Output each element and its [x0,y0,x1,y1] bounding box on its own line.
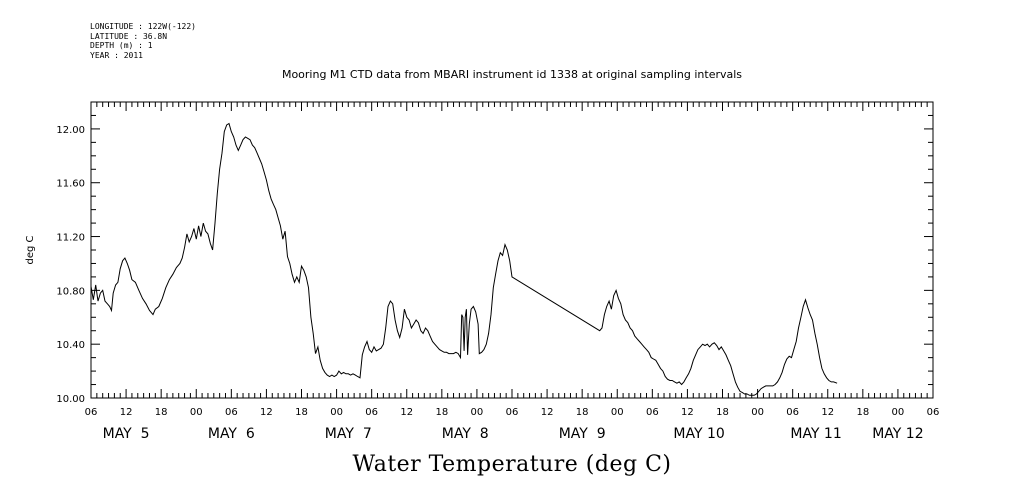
x-hour-label: 00 [471,407,484,418]
x-hour-label: 12 [541,407,554,418]
x-hour-label: 06 [927,407,940,418]
x-hour-label: 06 [225,407,238,418]
temperature-series-line [90,122,838,396]
x-hour-label: 18 [576,407,589,418]
year-label: YEAR : 2011 [90,50,143,60]
x-hour-label: 06 [365,407,378,418]
x-hour-label: 18 [155,407,168,418]
temperature-chart: 10.00 10.40 10.80 11.20 11.60 12.00 06 12 18 00 06… [25,101,940,442]
x-hour-label: 06 [85,407,98,418]
y-axis-label: deg C [25,235,36,264]
x-day-label: MAY 9 [559,426,606,442]
y-tick-label: 11.20 [56,233,85,244]
chart-title: Mooring M1 CTD data from MBARI instrumen… [281,68,743,81]
y-tick-label: 12.00 [56,125,85,136]
x-hour-label: 00 [611,407,624,418]
x-day-label: MAY 12 [872,426,923,442]
x-day-label: MAY 10 [673,426,724,442]
x-day-label: MAY 5 [103,426,150,442]
x-hour-label: 06 [506,407,519,418]
x-hour-label: 18 [435,407,448,418]
longitude-label: LONGITUDE : 122W(-122) [90,22,196,31]
x-hour-label: 12 [821,407,834,418]
y-tick-label: 11.60 [56,179,85,190]
x-hour-label: 00 [892,407,905,418]
y-tick-label: 10.00 [56,394,85,405]
x-day-label: MAY 11 [790,426,841,442]
x-hour-label: 00 [190,407,203,418]
x-hour-label: 00 [751,407,764,418]
x-hour-label: 00 [330,407,343,418]
x-hour-label: 18 [856,407,869,418]
x-hour-label: 06 [786,407,799,418]
x-hour-label: 18 [295,407,308,418]
x-hour-label: 12 [681,407,694,418]
figure-title: Water Temperature (deg C) [352,452,672,477]
metadata-block: LONGITUDE : 122W(-122) LATITUDE : 36.8N … [90,22,196,60]
y-tick-label: 10.40 [56,340,85,351]
x-hour-label: 12 [120,407,133,418]
x-hour-label: 12 [260,407,273,418]
x-hour-label: 18 [716,407,729,418]
x-hour-label: 06 [646,407,659,418]
depth-label: DEPTH (m) : 1 [90,41,153,50]
y-tick-label: 10.80 [56,286,85,297]
x-hour-label: 12 [400,407,413,418]
latitude-label: LATITUDE : 36.8N [90,31,168,41]
x-day-label: MAY 8 [442,426,489,442]
plot-frame [90,101,934,399]
x-day-label: MAY 7 [325,426,372,442]
x-day-label: MAY 6 [208,426,255,442]
